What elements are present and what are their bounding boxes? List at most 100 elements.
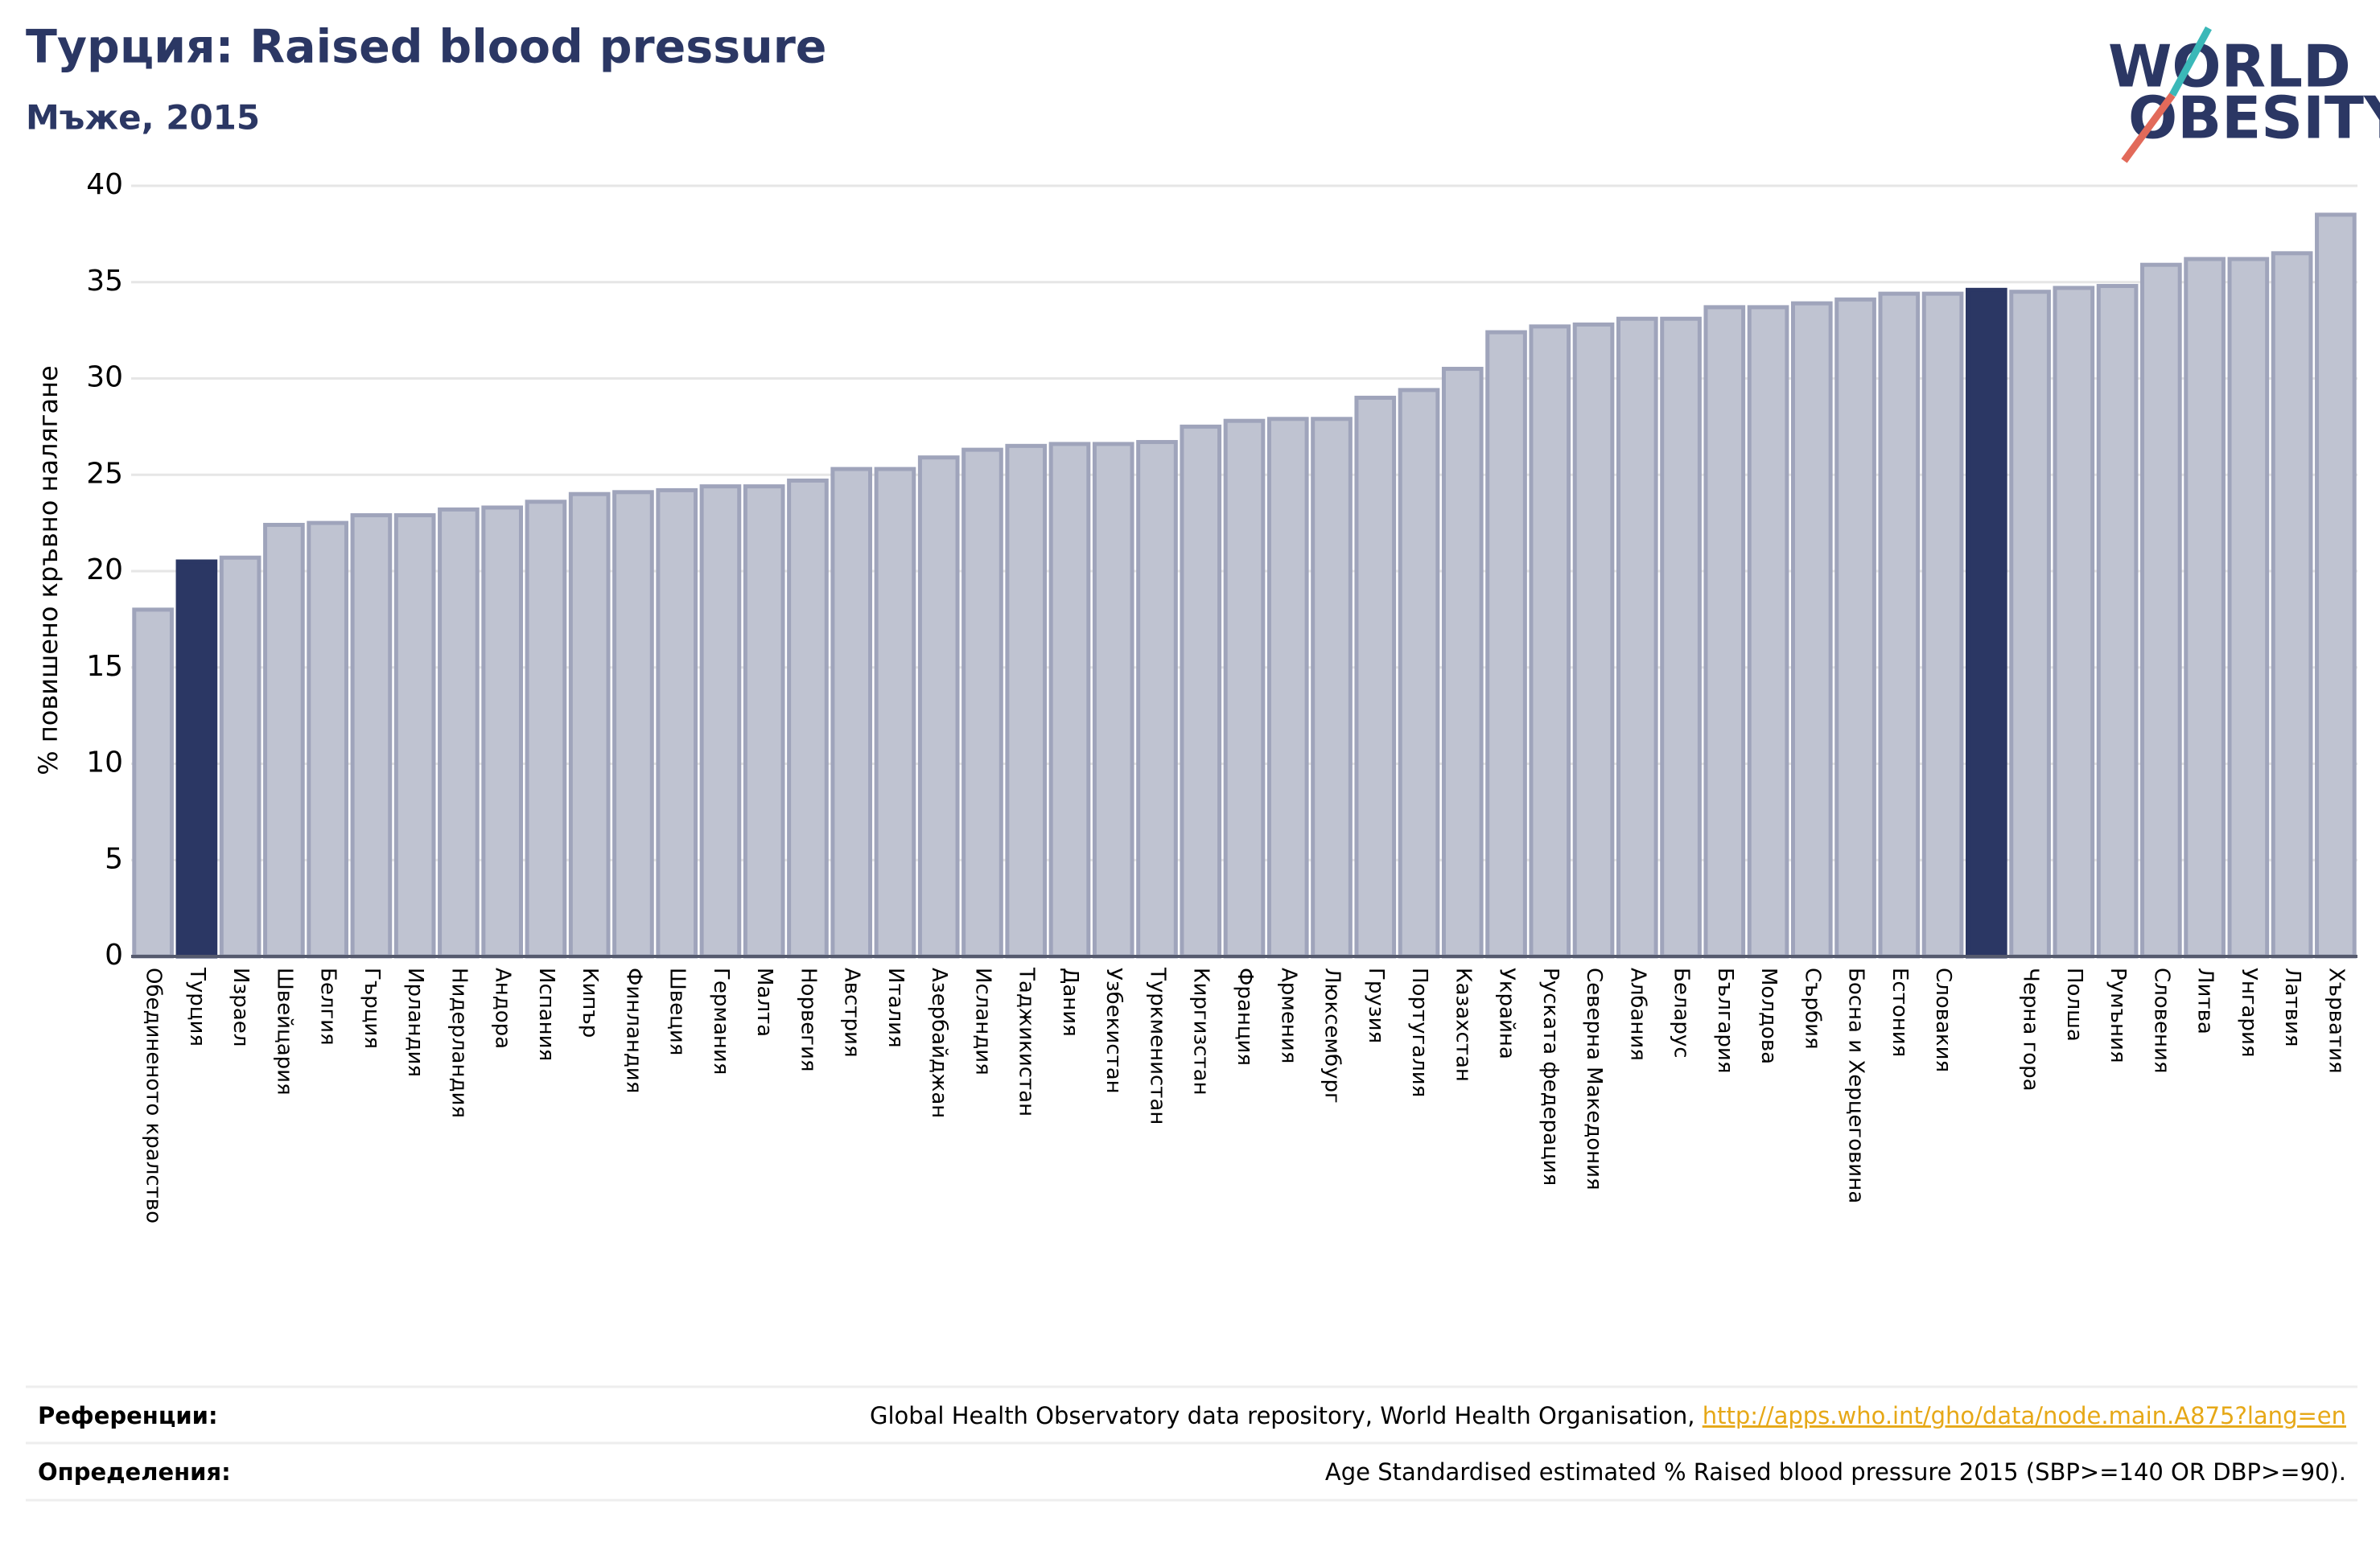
- x-tick-label: Кипър: [578, 968, 602, 1038]
- bar: [830, 467, 873, 959]
- bar: [132, 607, 174, 959]
- bar: [1703, 305, 1746, 959]
- x-tick-label: Литва: [2193, 968, 2217, 1034]
- x-tick-label: Босна и Херцеговина: [1844, 968, 1868, 1203]
- x-tick-label: Словакия: [1931, 968, 1955, 1072]
- bar: [350, 513, 393, 959]
- bar: [743, 484, 785, 959]
- x-tick-label: Нидерландия: [447, 968, 471, 1118]
- x-tick-label: Израел: [229, 968, 253, 1047]
- chart-title: Турция: Raised blood pressure: [26, 21, 826, 74]
- x-tick-label: Грузия: [1364, 968, 1388, 1043]
- x-tick-label: Естония: [1888, 968, 1912, 1057]
- x-tick-label: Люксембург: [1320, 968, 1344, 1104]
- y-tick-label: 25: [86, 457, 123, 490]
- x-tick-label: Руската федерация: [1538, 968, 1563, 1186]
- bar: [699, 484, 742, 959]
- x-tick-label: Беларус: [1670, 968, 1694, 1059]
- bar: [307, 520, 348, 959]
- y-tick-label: 20: [86, 553, 123, 586]
- x-tick-label: Албания: [1625, 968, 1649, 1061]
- y-tick-label: 40: [86, 168, 123, 201]
- bar: [2053, 286, 2095, 959]
- x-tick-label: Казахстан: [1451, 968, 1475, 1082]
- bar: [787, 478, 829, 959]
- logo-slash: [2121, 93, 2176, 163]
- bar: [1966, 287, 2007, 959]
- bar: [2009, 290, 2051, 959]
- bar: [2315, 212, 2357, 959]
- bar: [1572, 322, 1615, 959]
- bar: [525, 500, 567, 959]
- bar: [481, 505, 523, 959]
- bar: [1529, 324, 1571, 959]
- logo-slash: [2169, 26, 2212, 97]
- x-tick-label: Обединеното кралство: [142, 968, 166, 1223]
- x-tick-label: Сърбия: [1800, 968, 1824, 1050]
- bar: [874, 467, 916, 959]
- bar: [1311, 417, 1353, 959]
- x-tick-label: България: [1713, 968, 1737, 1073]
- x-tick-label: Финландия: [621, 968, 645, 1093]
- bar: [1092, 442, 1134, 959]
- bar: [1266, 417, 1309, 959]
- x-tick-label: Турция: [185, 967, 209, 1047]
- x-tick-label: Северна Македония: [1582, 968, 1606, 1190]
- bar: [1005, 443, 1048, 959]
- bar: [1354, 395, 1397, 959]
- x-tick-label: Португалия: [1407, 968, 1431, 1097]
- bar: [1790, 301, 1833, 959]
- bar: [2096, 284, 2139, 959]
- y-axis-label: % повишено кръвно налягане: [33, 365, 64, 775]
- x-tick-label: Белгия: [316, 968, 340, 1046]
- bar: [917, 455, 960, 959]
- x-tick-label: Швейцария: [272, 968, 296, 1096]
- references: Global Health Observatory data repositor…: [870, 1402, 2346, 1429]
- x-tick-label: Туркменистан: [1145, 967, 1169, 1125]
- x-tick-label: Австрия: [840, 968, 864, 1058]
- references-text: Global Health Observatory data repositor…: [870, 1402, 1703, 1429]
- bar: [1834, 297, 1876, 959]
- bar: [1921, 291, 1964, 959]
- bar: [438, 507, 480, 959]
- x-tick-label: Словения: [2149, 968, 2173, 1074]
- bar: [612, 490, 654, 959]
- footer: Референции: Global Health Observatory da…: [26, 1385, 2357, 1502]
- x-tick-label: Италия: [883, 968, 908, 1048]
- chart-subtitle: Мъже, 2015: [26, 98, 260, 138]
- bar: [1223, 418, 1266, 959]
- y-tick-label: 10: [86, 746, 123, 779]
- x-tick-label: Хърватия: [2324, 968, 2348, 1074]
- bar: [568, 491, 611, 959]
- bar: [1048, 442, 1091, 959]
- x-tick-label: Киргизстан: [1189, 968, 1213, 1096]
- y-tick-label: 30: [86, 361, 123, 394]
- bar: [1441, 367, 1484, 959]
- x-tick-label: Унгария: [2237, 968, 2261, 1057]
- references-label: Референции:: [38, 1402, 218, 1429]
- bar: [1180, 424, 1222, 959]
- x-tick-label: Дания: [1058, 968, 1082, 1037]
- references-link[interactable]: http://apps.who.int/gho/data/node.main.A…: [1703, 1402, 2346, 1429]
- bar: [175, 559, 218, 959]
- x-tick-label: Швеция: [665, 968, 690, 1055]
- logo: WORLD OBESITY: [2108, 26, 2380, 163]
- definitions-label: Определения:: [38, 1458, 231, 1486]
- bar: [1878, 291, 1921, 959]
- bar: [263, 523, 305, 959]
- bar: [656, 487, 698, 959]
- x-tick-label: Черна гора: [2019, 968, 2043, 1092]
- x-tick-label: Норвегия: [796, 968, 820, 1071]
- bar: [219, 555, 261, 959]
- x-tick-label: Латвия: [2280, 968, 2304, 1047]
- bar: [2227, 257, 2270, 959]
- x-tick-label: Гърция: [360, 968, 384, 1049]
- x-tick-label: Испания: [534, 968, 558, 1061]
- y-tick-label: 15: [86, 650, 123, 683]
- bar: [2140, 262, 2182, 959]
- y-tick-label: 35: [86, 265, 123, 298]
- x-tick-label: Украйна: [1495, 968, 1519, 1059]
- x-tick-label: Таджикистан: [1015, 967, 1039, 1116]
